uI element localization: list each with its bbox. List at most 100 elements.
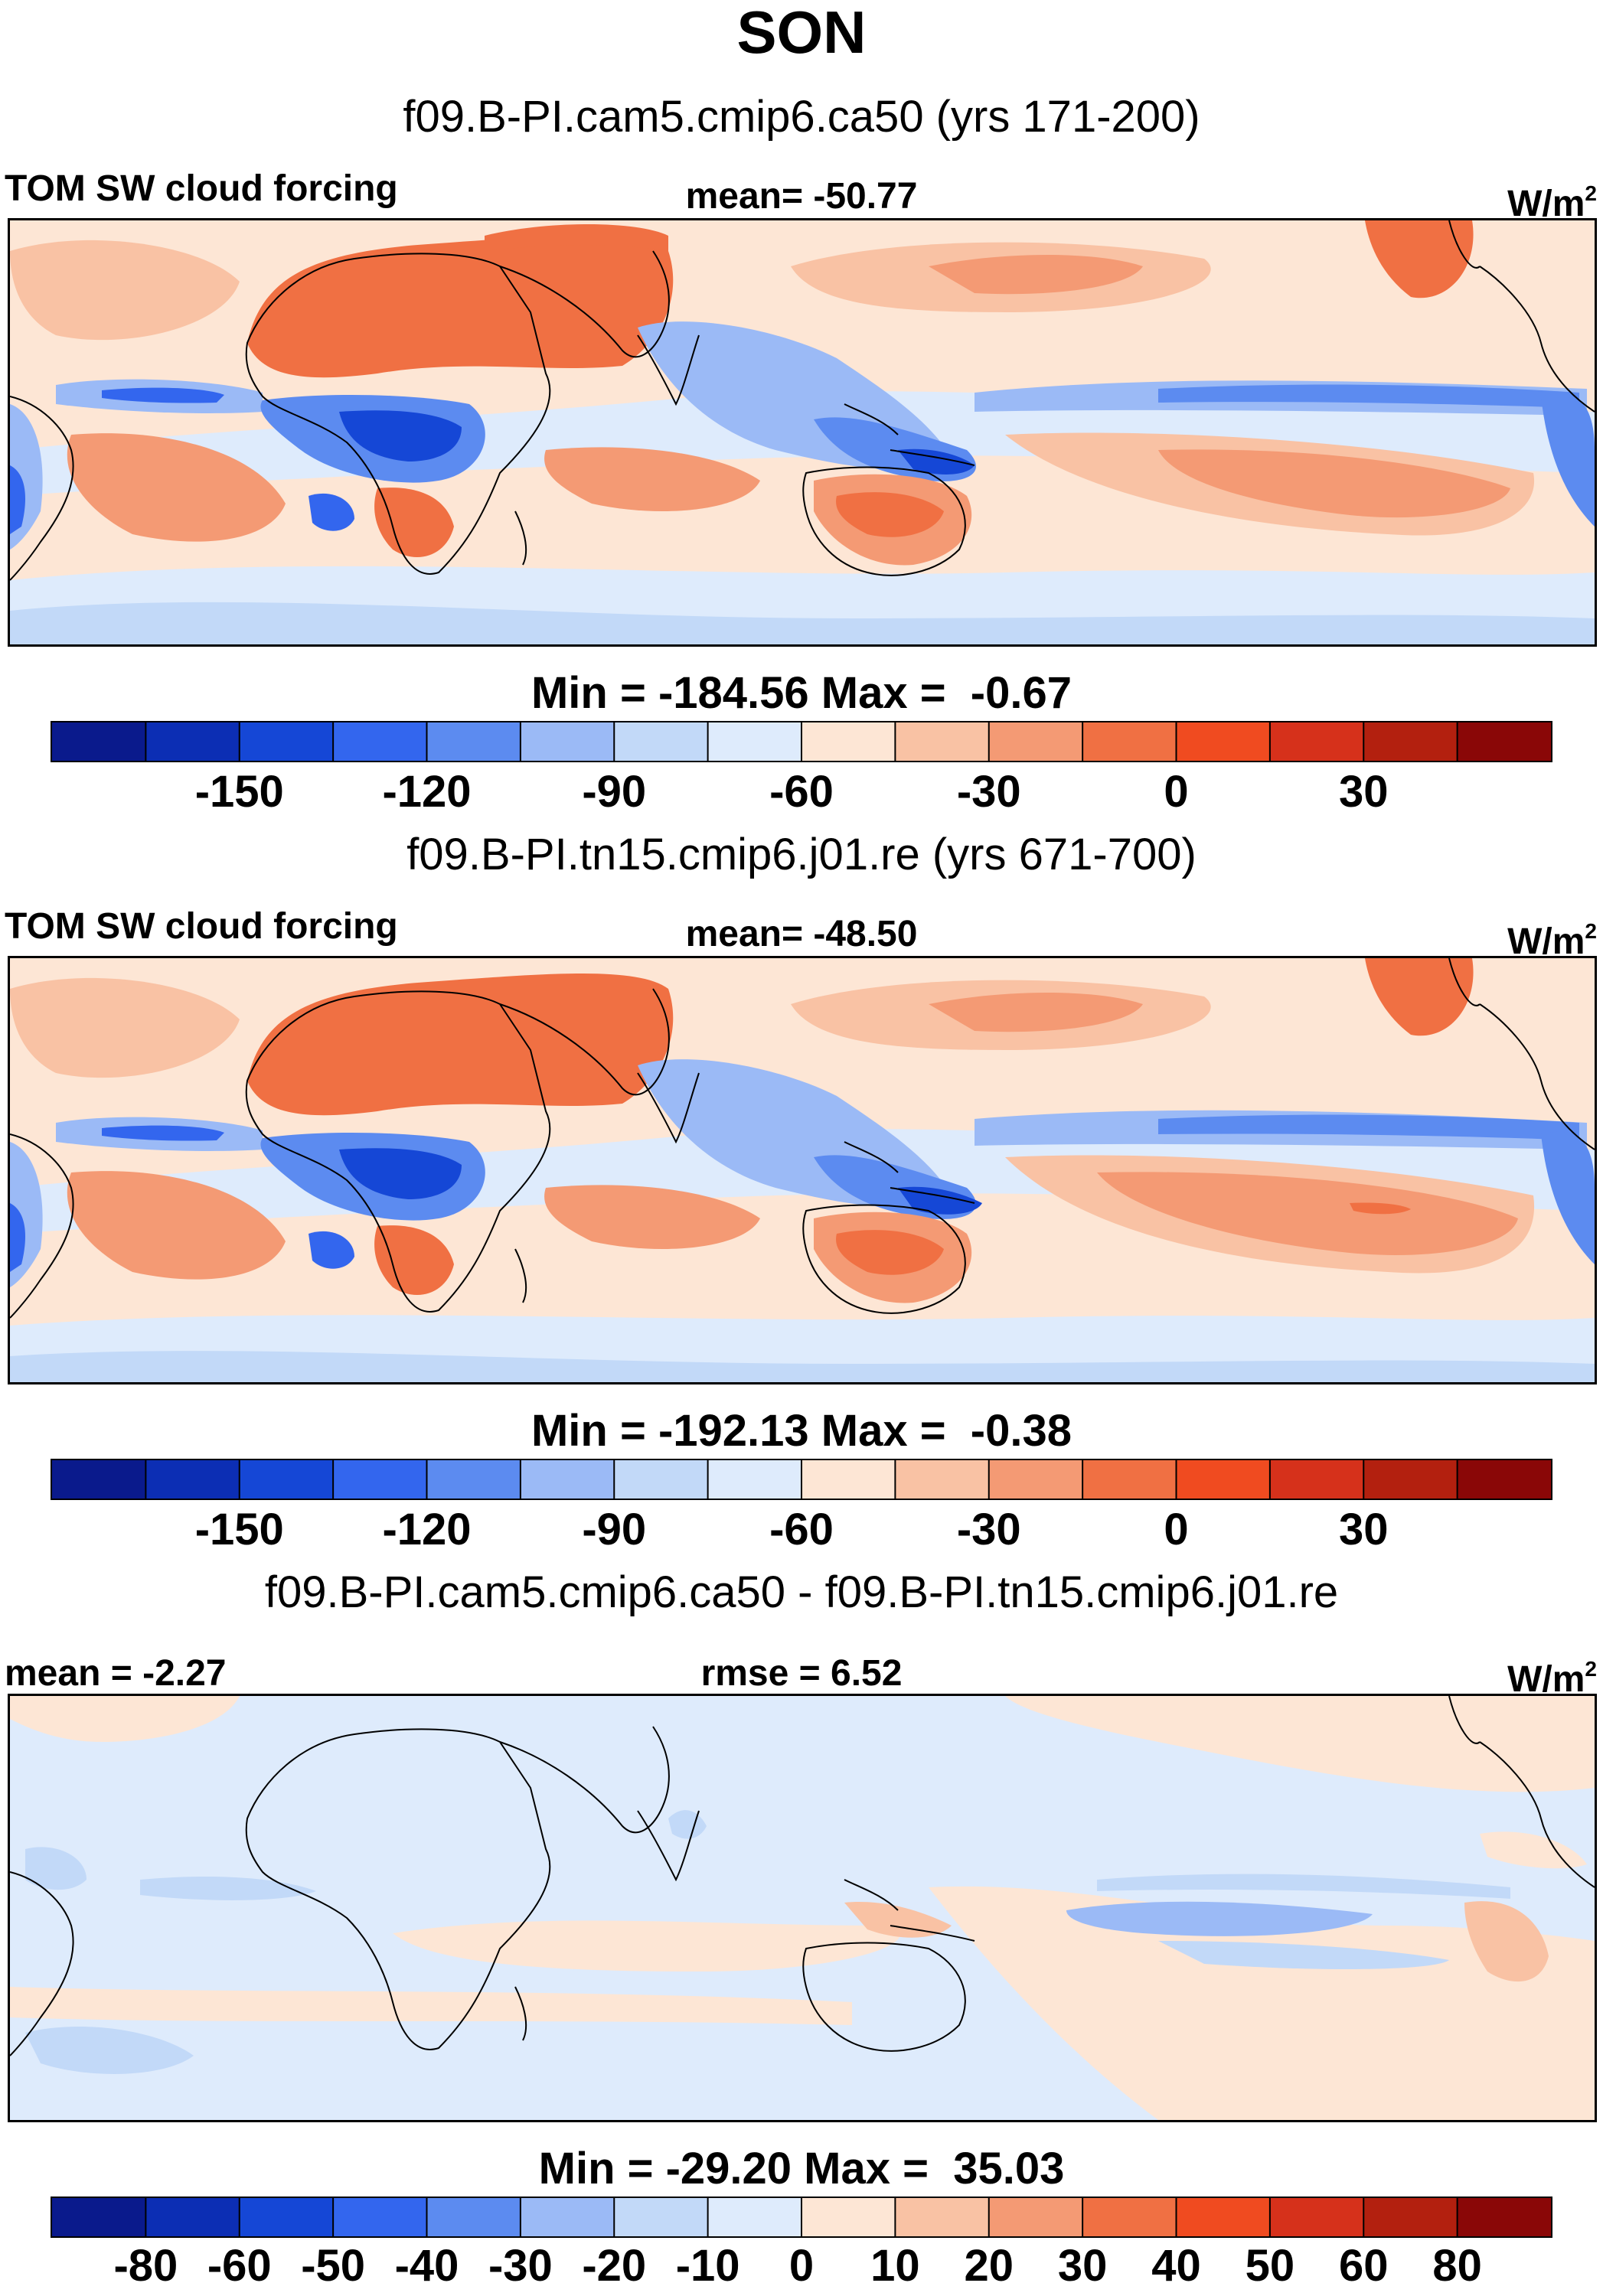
colorbar-segment bbox=[1363, 1460, 1458, 1499]
contour-region bbox=[247, 236, 674, 378]
contour-region bbox=[844, 1902, 952, 1938]
colorbar-segment bbox=[520, 2198, 615, 2236]
colorbar-tick-label: -40 bbox=[394, 2241, 459, 2291]
contour-region bbox=[10, 1696, 240, 1742]
colorbar-segment bbox=[614, 722, 709, 761]
contour-region bbox=[393, 1920, 900, 1971]
colorbar-tick-label: 80 bbox=[1432, 2241, 1482, 2291]
colorbar-segment bbox=[239, 2198, 334, 2236]
colorbar-segment bbox=[520, 722, 615, 761]
colorbar-segment bbox=[52, 1460, 146, 1499]
contour-region bbox=[836, 492, 944, 537]
contour-region bbox=[1097, 1874, 1510, 1899]
colorbar-segment bbox=[145, 1460, 240, 1499]
colorbar-tick-label: 40 bbox=[1151, 2241, 1201, 2291]
contour-region bbox=[309, 1231, 354, 1269]
figure-title: SON bbox=[736, 0, 867, 66]
colorbar-tick-label: 0 bbox=[1164, 1505, 1189, 1554]
colorbar-tick-label: 50 bbox=[1245, 2241, 1295, 2291]
contour-region bbox=[10, 1203, 25, 1272]
contour-region bbox=[1365, 220, 1474, 298]
contour-region bbox=[309, 493, 354, 531]
colorbar-tick-label: -120 bbox=[382, 767, 472, 817]
contour-region bbox=[836, 1230, 944, 1275]
colorbar-tick-label: -30 bbox=[956, 1505, 1021, 1554]
coastline bbox=[802, 1204, 966, 1314]
colorbar-tick-label: -80 bbox=[113, 2241, 178, 2291]
contour-region bbox=[1480, 1831, 1587, 1869]
contour-region bbox=[10, 1987, 852, 2025]
coastline bbox=[245, 253, 551, 575]
colorbar-segment bbox=[426, 722, 521, 761]
coastline bbox=[245, 1728, 551, 2050]
colorbar-tick-label: 30 bbox=[1338, 767, 1389, 817]
colorbar-segment bbox=[1269, 1460, 1364, 1499]
colorbar-segment bbox=[1363, 2198, 1458, 2236]
colorbar-segment bbox=[145, 722, 240, 761]
colorbar-segment bbox=[707, 722, 802, 761]
contour-region bbox=[485, 224, 668, 251]
colorbar-tick-label: 10 bbox=[870, 2241, 920, 2291]
panel-2-colorbar-ticks: -150 -120 -90 -60 -30 0 30 bbox=[0, 1506, 1603, 1560]
colorbar-tick-label: -90 bbox=[582, 1505, 647, 1554]
colorbar-segment bbox=[988, 1460, 1083, 1499]
colorbar-tick-label: 30 bbox=[1338, 1505, 1389, 1554]
colorbar-tick-label: -60 bbox=[769, 1505, 834, 1554]
coastline bbox=[1448, 220, 1595, 413]
coastline bbox=[514, 1248, 527, 1303]
contour-region bbox=[10, 1351, 1595, 1382]
colorbar-segment bbox=[1082, 2198, 1177, 2236]
contour-region bbox=[1365, 958, 1474, 1036]
colorbar-tick-label: -60 bbox=[769, 767, 834, 817]
coastline bbox=[844, 403, 975, 466]
colorbar-tick-label: 20 bbox=[964, 2241, 1014, 2291]
colorbar-segment bbox=[333, 2198, 427, 2236]
colorbar-segment bbox=[895, 2198, 990, 2236]
panel-2-mean-label: mean= -48.50 bbox=[685, 914, 918, 954]
coastline bbox=[637, 334, 700, 406]
colorbar-segment bbox=[1457, 1460, 1551, 1499]
colorbar-tick-label: 60 bbox=[1338, 2241, 1389, 2291]
colorbar-segment bbox=[1363, 722, 1458, 761]
colorbar-tick-label: -120 bbox=[382, 1505, 472, 1554]
coastline bbox=[1448, 1696, 1595, 1888]
coastline bbox=[802, 1942, 966, 2052]
contour-region bbox=[1158, 384, 1579, 408]
contour-region bbox=[1464, 1901, 1549, 1982]
colorbar-segment bbox=[426, 2198, 521, 2236]
coastline bbox=[10, 1133, 74, 1319]
panel-3-colorbar bbox=[51, 2197, 1552, 2238]
contour-region bbox=[929, 993, 1143, 1032]
contour-region bbox=[1541, 393, 1595, 527]
panel-3-mean-label: mean = -2.27 bbox=[5, 1653, 227, 1694]
panel-2-minmax: Min = -192.13 Max = -0.38 bbox=[531, 1406, 1072, 1456]
panel-1-colorbar bbox=[51, 721, 1552, 762]
colorbar-segment bbox=[1269, 722, 1364, 761]
panel-3-case-title: f09.B-PI.cam5.cmip6.ca50 - f09.B-PI.tn15… bbox=[264, 1567, 1339, 1617]
panel-2-colorbar bbox=[51, 1459, 1552, 1500]
contour-region bbox=[1158, 1941, 1449, 1969]
contour-region bbox=[544, 1185, 760, 1249]
colorbar-segment bbox=[614, 2198, 709, 2236]
contour-region bbox=[898, 1186, 982, 1215]
contour-region bbox=[102, 1125, 224, 1141]
contour-region bbox=[10, 977, 240, 1078]
colorbar-tick-label: -10 bbox=[675, 2241, 740, 2291]
contour-region bbox=[140, 1876, 316, 1900]
colorbar-segment bbox=[802, 2198, 896, 2236]
coastline bbox=[499, 250, 670, 358]
contour-region bbox=[10, 602, 1595, 644]
contour-region bbox=[374, 488, 454, 557]
coastline bbox=[514, 1986, 527, 2041]
colorbar-segment bbox=[1457, 2198, 1551, 2236]
colorbar-segment bbox=[802, 1460, 896, 1499]
contour-region bbox=[102, 387, 224, 403]
contour-region bbox=[929, 255, 1143, 295]
panel-1-minmax: Min = -184.56 Max = -0.67 bbox=[531, 668, 1072, 718]
colorbar-tick-label: -150 bbox=[194, 767, 284, 817]
colorbar-segment bbox=[239, 1460, 334, 1499]
coastline bbox=[10, 1871, 74, 2056]
coastline bbox=[499, 988, 670, 1096]
panel-1-units-label: W/m2 bbox=[1507, 181, 1597, 224]
colorbar-segment bbox=[52, 722, 146, 761]
